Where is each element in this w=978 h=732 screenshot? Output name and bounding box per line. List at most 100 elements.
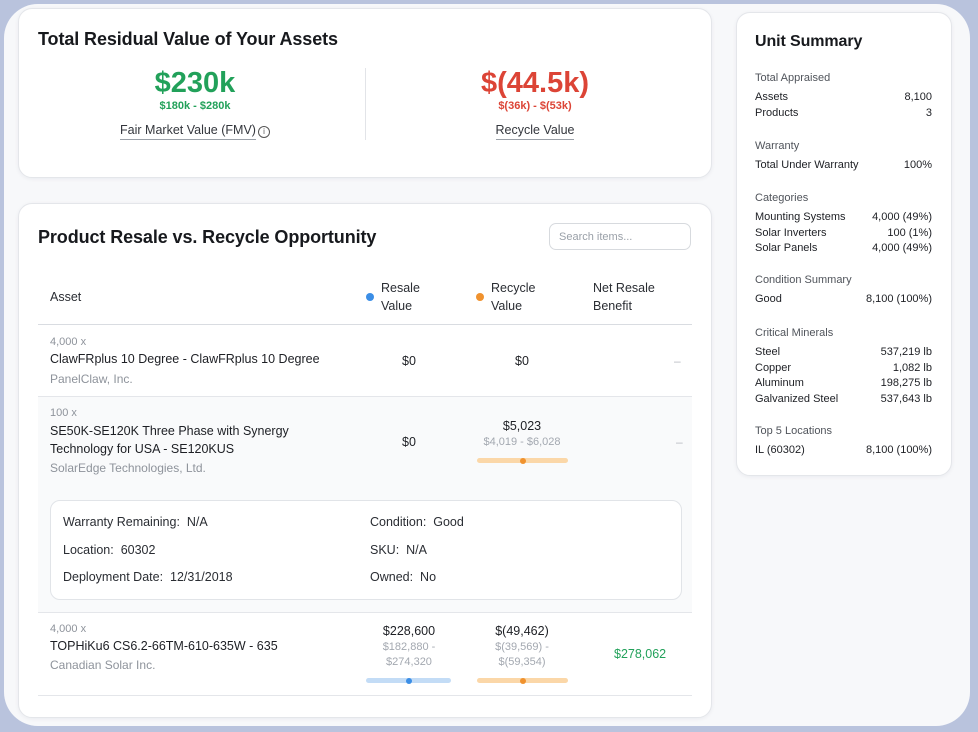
- summary-row-value: 537,643 lb: [880, 392, 932, 405]
- summary-row-value: 8,100 (100%): [865, 444, 932, 456]
- search-input[interactable]: [549, 223, 691, 250]
- row-quantity: 4,000 x: [50, 623, 87, 635]
- detail-owned-value: No: [420, 570, 437, 584]
- summary-section-heading: Total Appraised: [755, 72, 831, 84]
- summary-row: Galvanized Steel 537,643 lb: [755, 393, 932, 408]
- row-product-name: TOPHiKu6 CS6.2-66TM-610-635W - 635: [50, 639, 278, 653]
- summary-row: Steel 537,219 lb: [755, 346, 932, 361]
- summary-row-label: Total Under Warranty: [755, 159, 859, 171]
- row-product-name: SE50K-SE120K Three Phase with Synergy Te…: [50, 422, 289, 458]
- col-asset[interactable]: Asset: [50, 290, 82, 304]
- summary-row: Total Under Warranty 100%: [755, 159, 932, 174]
- row-recycle-range-line2: $(59,354): [498, 656, 546, 668]
- summary-section-heading: Critical Minerals: [755, 327, 834, 339]
- fmv-label[interactable]: Fair Market Value (FMV) i: [95, 123, 295, 140]
- app-frame: Total Residual Value of Your Assets $230…: [4, 4, 970, 726]
- col-recycle-line2: Value: [491, 299, 523, 313]
- info-icon[interactable]: i: [257, 126, 270, 138]
- summary-row-label: Solar Panels: [755, 242, 818, 254]
- row-recycle-range-bar: [477, 677, 568, 684]
- col-net-line1: Net Resale: [593, 281, 655, 295]
- header-divider: [38, 324, 692, 325]
- summary-section-heading: Condition Summary: [755, 274, 852, 286]
- summary-row-value: 1,082 lb: [892, 361, 932, 374]
- summary-row-value: 4,000 (49%): [872, 242, 932, 254]
- row-resale-range-bar: [366, 677, 451, 684]
- summary-row: Solar Panels 4,000 (49%): [755, 242, 932, 257]
- row-divider: [38, 396, 692, 397]
- row-divider: [38, 695, 692, 696]
- col-net-line2: Benefit: [593, 299, 632, 313]
- row-resale-value: $0: [402, 354, 416, 368]
- row-divider: [38, 612, 692, 613]
- detail-deploy-label: Deployment Date:: [63, 570, 164, 584]
- detail-deployment: Deployment Date: 12/31/2018: [63, 570, 233, 584]
- row-product-name-line1: SE50K-SE120K Three Phase with Synergy: [50, 424, 289, 438]
- row-recycle-range-bar: [477, 457, 568, 464]
- row-quantity: 100 x: [50, 407, 77, 419]
- row-product-name-line2: Technology for USA - SE120KUS: [50, 442, 235, 456]
- detail-condition: Condition: Good: [370, 515, 464, 529]
- detail-location: Location: 60302: [63, 543, 155, 557]
- col-resale-line1: Resale: [381, 281, 420, 295]
- detail-sku-value: N/A: [406, 543, 427, 557]
- col-recycle[interactable]: Recycle Value: [491, 279, 535, 315]
- fmv-value: $230k: [154, 67, 236, 99]
- recycle-label-text: Recycle Value: [495, 123, 575, 140]
- row-recycle-value: $(49,462): [495, 624, 549, 638]
- summary-row-label: Mounting Systems: [755, 211, 846, 223]
- row-recycle-range-line1: $(39,569) -: [495, 641, 549, 653]
- summary-row-label: Good: [755, 293, 782, 305]
- summary-section-heading: Top 5 Locations: [755, 425, 833, 437]
- detail-sku-label: SKU:: [370, 543, 400, 557]
- detail-owned: Owned: No: [370, 570, 436, 584]
- detail-condition-value: Good: [433, 515, 464, 529]
- summary-row: Assets 8,100: [755, 91, 932, 106]
- summary-section-heading: Warranty: [755, 140, 800, 152]
- residual-divider: [365, 68, 366, 140]
- recycle-legend-dot: [476, 293, 484, 301]
- col-resale-line2: Value: [381, 299, 413, 313]
- row-resale-marker: [405, 677, 412, 684]
- detail-warranty-value: N/A: [186, 515, 208, 529]
- unit-summary-card: [736, 12, 952, 476]
- row-resale-value: $0: [402, 435, 416, 449]
- summary-row: IL (60302) 8,100 (100%): [755, 444, 932, 459]
- row-manufacturer: PanelClaw, Inc.: [50, 372, 133, 386]
- summary-row: Products 3: [755, 107, 932, 122]
- summary-row-value: 8,100: [904, 91, 932, 103]
- row-manufacturer: Canadian Solar Inc.: [50, 658, 156, 672]
- row-resale-value: $228,600: [382, 624, 436, 638]
- opportunity-title: Product Resale vs. Recycle Opportunity: [38, 227, 377, 247]
- resale-legend-dot: [366, 293, 374, 301]
- detail-owned-label: Owned:: [370, 570, 414, 584]
- detail-deploy-value: 12/31/2018: [170, 570, 233, 584]
- fmv-label-text: Fair Market Value (FMV): [120, 123, 256, 140]
- row-recycle-marker: [519, 457, 526, 464]
- col-resale[interactable]: Resale Value: [381, 279, 420, 315]
- recycle-label[interactable]: Recycle Value: [435, 123, 635, 140]
- summary-row-value: 100 (1%): [887, 226, 932, 239]
- detail-location-label: Location:: [63, 543, 114, 557]
- summary-row: Aluminum 198,275 lb: [755, 377, 932, 392]
- detail-warranty-label: Warranty Remaining:: [63, 515, 180, 529]
- summary-section-heading: Categories: [755, 192, 809, 204]
- summary-row: Solar Inverters 100 (1%): [755, 227, 932, 242]
- row-recycle-value: $5,023: [502, 419, 542, 433]
- col-net-benefit[interactable]: Net Resale Benefit: [593, 279, 655, 315]
- row-quantity: 4,000 x: [50, 336, 87, 348]
- summary-row-label: Galvanized Steel: [755, 392, 839, 405]
- summary-row: Copper 1,082 lb: [755, 362, 932, 377]
- detail-location-value: 60302: [120, 543, 156, 557]
- detail-warranty: Warranty Remaining: N/A: [63, 515, 208, 529]
- summary-row-label: Solar Inverters: [755, 226, 827, 239]
- summary-row-label: IL (60302): [755, 444, 805, 456]
- fmv-range: $180k - $280k: [159, 100, 231, 112]
- summary-row-value: 100%: [903, 159, 932, 171]
- row-manufacturer: SolarEdge Technologies, Ltd.: [50, 461, 206, 475]
- unit-summary-title: Unit Summary: [755, 33, 863, 50]
- row-resale-range-line2: $274,320: [386, 656, 432, 668]
- summary-row-label: Assets: [755, 91, 789, 103]
- summary-row-label: Copper: [755, 361, 792, 374]
- summary-row-value: 3: [925, 106, 932, 119]
